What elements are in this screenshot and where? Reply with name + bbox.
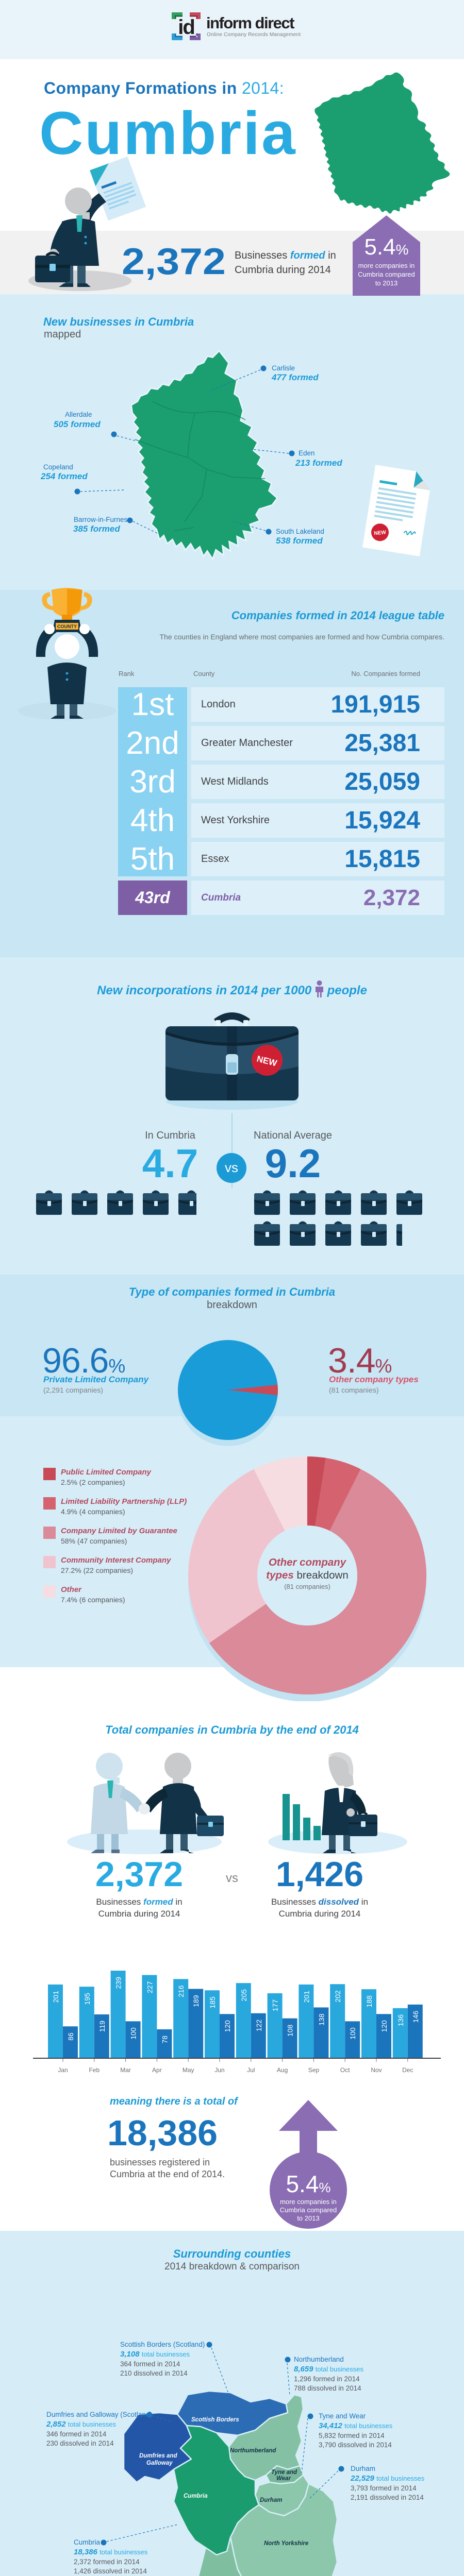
svg-text:100: 100 <box>349 2027 357 2040</box>
svg-text:100: 100 <box>129 2027 138 2040</box>
svg-text:Nov: Nov <box>371 2066 382 2074</box>
svg-text:Dumfries and: Dumfries and <box>139 2453 177 2459</box>
svg-text:216: 216 <box>177 1985 185 1997</box>
svg-text:119: 119 <box>98 2021 106 2032</box>
svg-text:NEW: NEW <box>374 530 387 536</box>
svg-text:Tyne and: Tyne and <box>271 2469 297 2476</box>
svg-text:122: 122 <box>255 2019 263 2031</box>
svg-text:138: 138 <box>317 2013 325 2026</box>
svg-text:78: 78 <box>160 2036 169 2044</box>
svg-text:239: 239 <box>114 1977 123 1989</box>
svg-text:Wear: Wear <box>276 2476 291 2482</box>
svg-text:Feb: Feb <box>89 2066 100 2074</box>
svg-text:185: 185 <box>208 1996 217 2009</box>
svg-text:Cumbria: Cumbria <box>184 2493 208 2499</box>
svg-text:Jun: Jun <box>214 2066 224 2074</box>
svg-text:202: 202 <box>334 1990 342 2003</box>
svg-text:205: 205 <box>240 1989 248 2002</box>
svg-text:Jan: Jan <box>58 2066 68 2074</box>
svg-text:177: 177 <box>271 1999 279 2012</box>
svg-text:Mar: Mar <box>120 2066 131 2074</box>
svg-text:Galloway: Galloway <box>146 2460 173 2466</box>
svg-text:Oct: Oct <box>340 2066 350 2074</box>
svg-text:146: 146 <box>411 2011 420 2023</box>
svg-text:Northumberland: Northumberland <box>230 2448 276 2454</box>
svg-text:Scottish Borders: Scottish Borders <box>191 2417 239 2423</box>
svg-text:Sep: Sep <box>308 2066 320 2074</box>
svg-text:195: 195 <box>83 1993 91 2005</box>
svg-text:May: May <box>183 2066 194 2074</box>
svg-text:Jul: Jul <box>247 2066 255 2074</box>
svg-text:120: 120 <box>380 2020 388 2032</box>
svg-text:COUNTY: COUNTY <box>57 624 77 629</box>
svg-text:Apr: Apr <box>152 2066 162 2074</box>
svg-text:120: 120 <box>223 2020 231 2032</box>
svg-text:Durham: Durham <box>260 2497 282 2503</box>
svg-text:201: 201 <box>52 1991 60 2003</box>
svg-text:North Yorkshire: North Yorkshire <box>264 2540 309 2547</box>
svg-text:Dec: Dec <box>402 2066 413 2074</box>
svg-text:136: 136 <box>396 2014 405 2027</box>
svg-text:227: 227 <box>145 1981 154 1993</box>
svg-text:Aug: Aug <box>277 2066 288 2074</box>
svg-text:86: 86 <box>67 2032 75 2041</box>
svg-text:188: 188 <box>365 1995 373 2008</box>
svg-text:201: 201 <box>302 1991 310 2003</box>
svg-text:189: 189 <box>192 1995 200 2007</box>
svg-text:108: 108 <box>286 2024 294 2037</box>
